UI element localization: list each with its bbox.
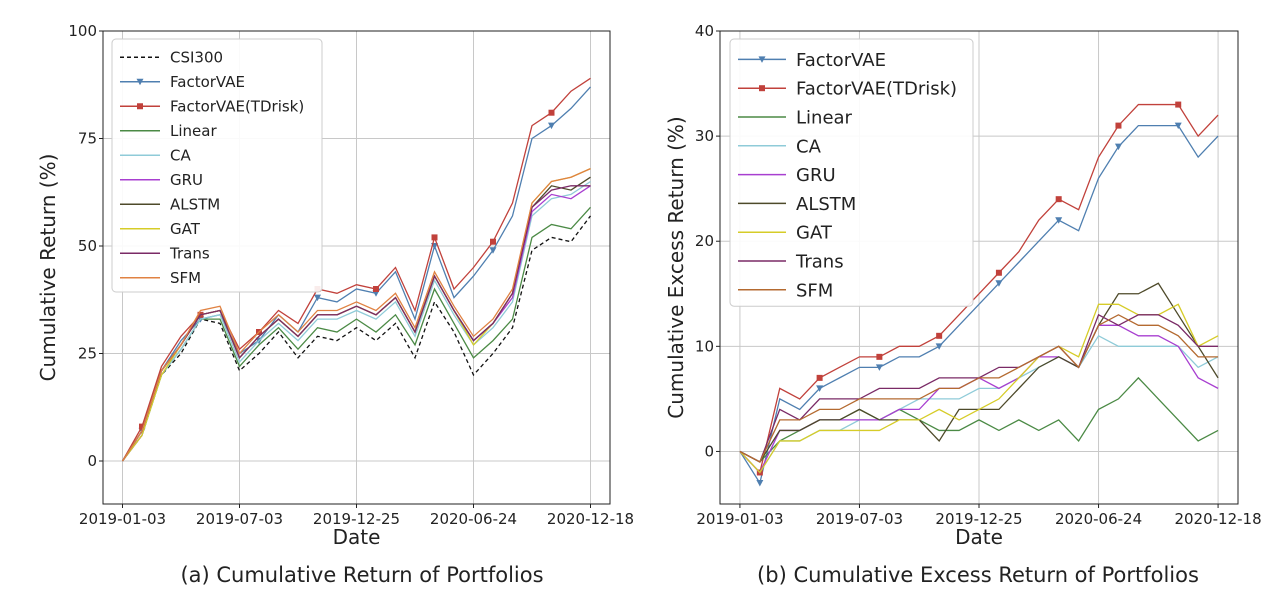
data-point [1114,143,1122,151]
data-point [1055,196,1062,203]
x-axis-title: Date [955,525,1003,549]
data-point [373,286,379,292]
legend: FactorVAE FactorVAE(TDrisk) Linear CA GRU ALS… [729,38,974,307]
y-tick-label: 10 [695,337,714,355]
legend-label: CA [796,136,822,157]
legend-label: GAT [796,223,833,244]
legend-label: FactorVAE(TDrisk) [796,79,957,100]
legend-label: FactorVAE [170,73,245,91]
chart-cumulative-return: 0 25 50 75 100 2019-01-03 2019-07-03 2019-12-25… [36,22,634,549]
caption-a: (a) Cumulative Return of Portfolios [180,563,543,587]
y-tick-label: 40 [695,22,714,40]
data-point [1115,122,1122,129]
legend: CSI300 FactorVAE FactorVAE(TDrisk) Linear CA… [111,38,323,293]
y-tick-label: 50 [78,237,97,255]
legend-label: CA [170,147,191,165]
legend-label: GAT [170,220,201,238]
data-point [548,122,555,130]
legend-label: FactorVAE [796,50,886,71]
data-point [995,280,1003,287]
chart-cumulative-excess-return: 0 10 20 30 40 2019-01-03 2019-07-03 2019-12-25 2… [664,22,1262,549]
legend-label: GRU [170,171,203,189]
data-point [548,109,555,116]
legend-marker [759,85,765,92]
data-point [431,234,438,241]
legend-label: SFM [796,280,833,301]
legend-marker [137,103,143,110]
plot-frame [719,30,1239,505]
legend-label: ALSTM [796,194,856,215]
y-axis-title: Cumulative Excess Return (%) [664,116,688,418]
legend-box [111,38,323,293]
series-line-trans [121,185,591,462]
y-tick-label: 0 [87,452,97,470]
y-tick-label: 25 [78,345,97,363]
plot-frame [102,30,611,505]
x-tick-label: 2019-01-03 [79,510,166,528]
data-point [1175,101,1182,108]
x-tick-label: 2020-06-24 [1055,510,1142,528]
data-point [490,238,496,245]
data-point [756,479,764,487]
legend-label: GRU [796,165,836,186]
data-point [489,247,497,254]
legend-label: Linear [170,122,217,140]
y-axis-title: Cumulative Return (%) [36,154,60,382]
legend-label: Trans [169,245,210,263]
x-tick-label: 2019-01-03 [696,510,783,528]
y-tick-label: 0 [704,442,714,460]
x-tick-label: 2020-12-18 [547,510,634,528]
legend-label: FactorVAE(TDrisk) [170,98,304,116]
data-point [816,385,824,392]
data-point [876,353,883,360]
legend-label: CSI300 [170,49,223,67]
legend-label: ALSTM [170,196,220,214]
data-point [935,343,943,350]
data-point [139,423,145,430]
y-tick-label: 100 [68,22,97,40]
data-point [995,269,1002,276]
legend-marker [136,78,144,86]
legend-label: Linear [796,107,853,128]
caption-b: (b) Cumulative Excess Return of Portfoli… [757,563,1199,587]
y-tick-label: 20 [695,232,714,250]
x-tick-label: 2019-12-25 [935,510,1022,528]
x-tick-label: 2019-07-03 [816,510,903,528]
data-point [1174,122,1182,130]
legend-box [729,38,974,307]
legend-label: SFM [170,269,201,287]
legend-marker [758,56,766,63]
data-point [875,364,883,371]
series-line-sfm [739,314,1219,463]
x-tick-label: 2019-12-25 [313,510,400,528]
y-tick-label: 30 [695,127,714,145]
data-point [1055,217,1063,224]
x-axis-title: Date [333,525,381,549]
series-line-ca [121,180,591,462]
x-tick-label: 2019-07-03 [196,510,283,528]
y-tick-label: 75 [78,130,97,148]
x-tick-label: 2020-12-18 [1174,510,1261,528]
data-point [314,294,321,302]
series-line-sfm [121,168,591,462]
legend-label: Trans [795,251,844,272]
x-tick-label: 2020-06-24 [430,510,517,528]
data-point [816,374,823,381]
data-point [936,332,943,339]
